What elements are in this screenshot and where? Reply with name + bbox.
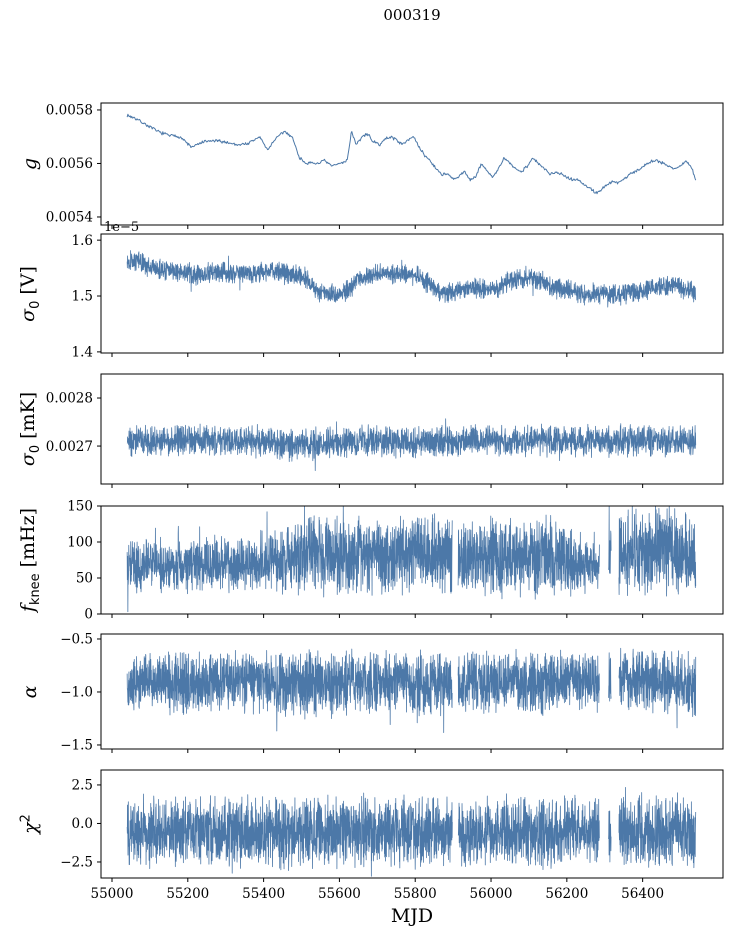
y-tick-label-sigma0_V: 1.4 [72,345,93,361]
x-tick-label: 55400 [242,886,285,902]
x-tick-label: 56200 [545,886,588,902]
axes-frame-chi2 [100,769,724,879]
x-tick-label: 55000 [91,886,134,902]
y-tick-label-g: 0.0058 [46,103,93,119]
x-tick-label: 55800 [394,886,437,902]
y-tick-label-sigma0_mK: 0.0028 [46,391,93,407]
series-sigma0_mK [126,418,697,471]
y-tick-label-fknee: 100 [67,535,93,551]
y-axis-label-sigma0_V: σ0 [V] [17,265,43,322]
y-tick-label-sigma0_V: 1.5 [72,289,93,305]
y-tick-label-g: 0.0056 [46,156,93,172]
series-alpha [126,647,697,734]
y-tick-label-chi2: −2.5 [60,855,93,871]
y-tick-label-alpha: −0.5 [60,632,93,648]
axes-frame-g [100,102,724,226]
y-axis-label-sigma0_mK: σ0 [mK] [17,391,43,467]
x-axis-label: MJD [390,905,434,927]
axes-frame-fknee [100,505,724,615]
axis-offset-text: 1e−5 [104,220,139,235]
y-tick-label-chi2: 0.0 [72,816,93,832]
x-tick-label: 55600 [318,886,361,902]
y-axis-label-chi2: χ2 [18,814,42,834]
series-g [126,113,697,195]
y-tick-label-fknee: 50 [76,571,93,587]
y-axis-label-alpha: α [19,685,41,698]
x-tick-label: 56000 [470,886,513,902]
y-tick-label-sigma0_mK: 0.0027 [46,439,93,455]
y-tick-label-alpha: −1.0 [60,685,93,701]
y-tick-label-sigma0_V: 1.6 [72,233,93,249]
y-tick-label-g: 0.0054 [46,210,93,226]
y-tick-label-fknee: 150 [67,499,93,515]
y-tick-label-alpha: −1.5 [60,738,93,754]
y-tick-label-fknee: 0 [84,607,93,623]
y-tick-label-chi2: 2.5 [72,778,93,794]
x-tick-label: 56400 [621,886,664,902]
y-axis-label-g: g [19,157,41,171]
y-axis-label-fknee: fknee [mHz] [17,507,43,613]
series-sigma0_V [126,250,697,308]
axes-frame-sigma0_mK [100,373,724,485]
chart-title: 000319 [383,6,441,24]
x-tick-label: 55200 [166,886,209,902]
series-fknee [126,505,697,613]
series-chi2 [126,786,697,877]
axes-frame-sigma0_V [100,233,724,354]
